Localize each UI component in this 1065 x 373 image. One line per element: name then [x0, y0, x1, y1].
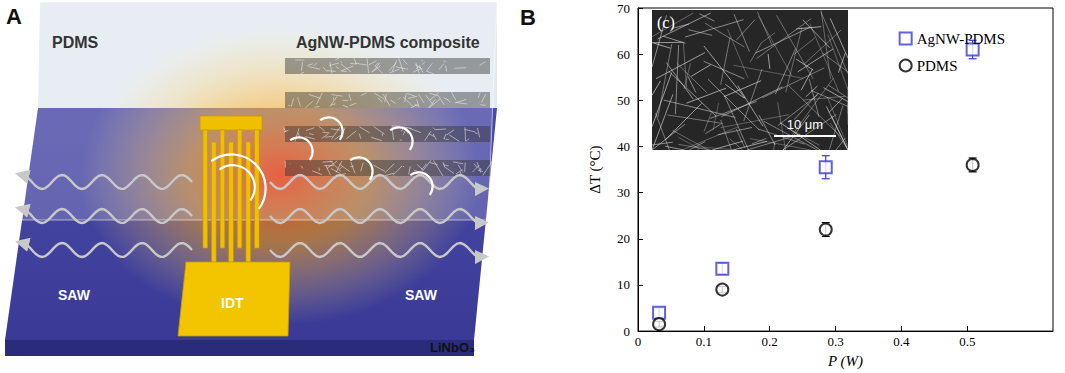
- svg-text:10: 10: [617, 277, 630, 292]
- svg-text:0.1: 0.1: [696, 334, 712, 349]
- svg-text:20: 20: [617, 231, 630, 246]
- svg-text:PDMS: PDMS: [917, 58, 958, 74]
- svg-text:SAW: SAW: [405, 287, 438, 303]
- svg-text:0.2: 0.2: [762, 334, 778, 349]
- svg-text:50: 50: [617, 93, 630, 108]
- svg-text:IDT: IDT: [221, 295, 244, 311]
- svg-text:PDMS: PDMS: [52, 34, 99, 51]
- svg-text:0: 0: [624, 324, 631, 339]
- svg-text:0.4: 0.4: [893, 334, 910, 349]
- svg-text:0.5: 0.5: [959, 334, 975, 349]
- svg-text:SAW: SAW: [58, 287, 91, 303]
- svg-text:AgNW-PDMS: AgNW-PDMS: [917, 31, 1005, 47]
- svg-text:P (W): P (W): [827, 353, 863, 370]
- svg-text:B: B: [520, 5, 536, 30]
- svg-text:10 μm: 10 μm: [787, 117, 823, 132]
- svg-text:0.3: 0.3: [827, 334, 843, 349]
- svg-text:60: 60: [617, 47, 630, 62]
- svg-text:0: 0: [635, 334, 642, 349]
- svg-text:AgNW-PDMS composite: AgNW-PDMS composite: [296, 34, 480, 51]
- svg-text:(c): (c): [657, 14, 675, 32]
- svg-text:40: 40: [617, 139, 630, 154]
- svg-text:ΔT (°C): ΔT (°C): [587, 145, 604, 193]
- svg-text:LiNbO₃: LiNbO₃: [430, 340, 475, 355]
- svg-text:30: 30: [617, 185, 630, 200]
- svg-text:70: 70: [617, 1, 630, 16]
- svg-text:A: A: [6, 4, 22, 29]
